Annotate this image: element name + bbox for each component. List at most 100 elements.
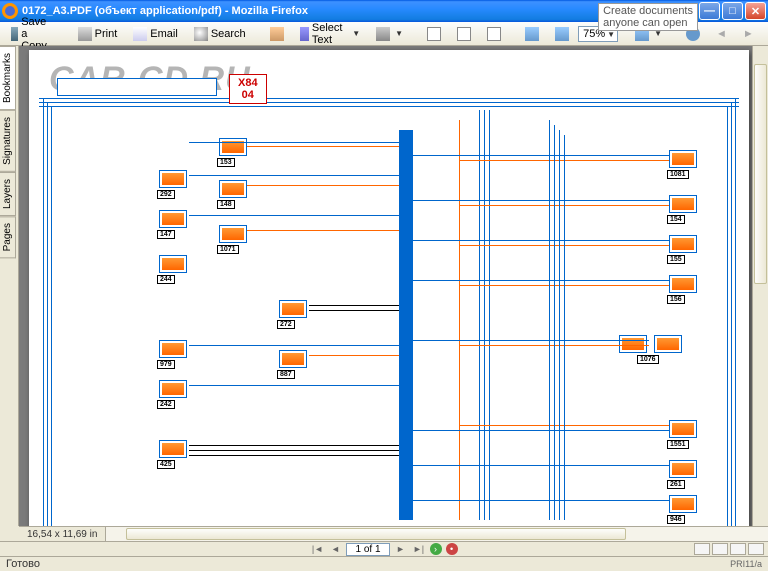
snapshot-button[interactable]: ▼: [369, 24, 410, 44]
schematic-title: X84 04: [229, 74, 267, 104]
hand-icon: [270, 27, 284, 41]
create-docs-hint[interactable]: Create documents anyone can open: [598, 3, 698, 31]
comp-label: 155: [667, 255, 685, 264]
firefox-icon: [2, 3, 18, 19]
comp-label: 979: [157, 360, 175, 369]
tab-signatures[interactable]: Signatures: [0, 110, 16, 172]
page-icon: [457, 27, 471, 41]
single-page-button[interactable]: [694, 543, 710, 555]
first-page-button[interactable]: |◄: [310, 543, 324, 555]
scrollbar-thumb[interactable]: [754, 64, 767, 284]
zoom-in-button[interactable]: [548, 24, 576, 44]
view-mode-buttons: [694, 543, 764, 555]
component: [159, 210, 187, 228]
hand-tool-button[interactable]: [263, 24, 291, 44]
page-view-3-button[interactable]: [480, 24, 508, 44]
wiring-schematic: X84 04 153 292 148 147 1071 244 272: [29, 50, 749, 526]
vertical-scrollbar[interactable]: [752, 46, 768, 526]
zoom-out-button[interactable]: [518, 24, 546, 44]
component: [219, 138, 247, 156]
pdf-viewer[interactable]: CAR-CD.RU X84 04: [19, 46, 768, 526]
search-icon: [194, 27, 208, 41]
go-button[interactable]: ›: [430, 543, 442, 555]
print-icon: [78, 27, 92, 41]
component: [669, 150, 697, 168]
comp-label: 292: [157, 190, 175, 199]
last-page-button[interactable]: ►|: [412, 543, 426, 555]
nav-right-button[interactable]: ►: [736, 25, 761, 43]
component: [669, 235, 697, 253]
text-select-icon: [300, 27, 309, 41]
prev-page-button[interactable]: ◄: [328, 543, 342, 555]
comp-label: 946: [667, 515, 685, 524]
close-button[interactable]: ✕: [745, 2, 766, 20]
snapshot-icon: [376, 27, 390, 41]
facing-button[interactable]: [730, 543, 746, 555]
side-tabs: Bookmarks Signatures Layers Pages: [0, 46, 19, 526]
pdf-page: CAR-CD.RU X84 04: [29, 50, 749, 526]
save-icon: [11, 27, 18, 41]
comp-label: 425: [157, 460, 175, 469]
component: [159, 440, 187, 458]
comp-label: 156: [667, 295, 685, 304]
maximize-button[interactable]: □: [722, 2, 743, 20]
continuous-facing-button[interactable]: [748, 543, 764, 555]
component: [159, 255, 187, 273]
comp-label: 1081: [667, 170, 689, 179]
window-titlebar: 0172_A3.PDF (объект application/pdf) - M…: [0, 0, 768, 22]
horizontal-scroll-area: 16,54 x 11,69 in: [19, 526, 768, 541]
component: [159, 170, 187, 188]
tab-bookmarks[interactable]: Bookmarks: [0, 46, 16, 110]
print-button[interactable]: Print: [71, 24, 125, 44]
status-right: PRI11/a: [730, 559, 762, 569]
page-dimensions: 16,54 x 11,69 in: [19, 527, 106, 541]
tab-pages[interactable]: Pages: [0, 216, 16, 258]
stop-button[interactable]: •: [446, 543, 458, 555]
page-indicator[interactable]: 1 of 1: [346, 543, 389, 556]
zoom-out-icon: [525, 27, 539, 41]
scrollbar-thumb[interactable]: [126, 528, 626, 540]
component: [159, 340, 187, 358]
component: [219, 225, 247, 243]
comp-label: 261: [667, 480, 685, 489]
comp-label: 1071: [217, 245, 239, 254]
comp-label: 1551: [667, 440, 689, 449]
tab-layers[interactable]: Layers: [0, 172, 16, 216]
horizontal-scrollbar[interactable]: [106, 527, 768, 542]
component: [669, 420, 697, 438]
component: [669, 495, 697, 513]
component: [669, 275, 697, 293]
nav-left-button[interactable]: ◄: [709, 25, 734, 43]
status-bar: Готово PRI11/a: [0, 556, 768, 571]
zoom-in-icon: [555, 27, 569, 41]
comp-label: 154: [667, 215, 685, 224]
search-button[interactable]: Search: [187, 24, 253, 44]
component: [279, 350, 307, 368]
next-page-button[interactable]: ►: [394, 543, 408, 555]
component: [669, 460, 697, 478]
page-view-1-button[interactable]: [420, 24, 448, 44]
ebook-button[interactable]: [763, 24, 768, 44]
component: [279, 300, 307, 318]
comp-label: 242: [157, 400, 175, 409]
comp-label: 887: [277, 370, 295, 379]
component: [669, 195, 697, 213]
comp-label: 1076: [637, 355, 659, 364]
comp-label: 147: [157, 230, 175, 239]
email-button[interactable]: Email: [126, 24, 185, 44]
email-icon: [133, 27, 147, 41]
continuous-button[interactable]: [712, 543, 728, 555]
status-text: Готово: [6, 558, 40, 570]
comp-label: 272: [277, 320, 295, 329]
component: [159, 380, 187, 398]
select-text-button[interactable]: Select Text▼: [293, 19, 368, 49]
comp-label: 244: [157, 275, 175, 284]
comp-label: 153: [217, 158, 235, 167]
page-view-2-button[interactable]: [450, 24, 478, 44]
component: [219, 180, 247, 198]
page-nav-bar: |◄ ◄ 1 of 1 ► ►| › •: [0, 541, 768, 556]
page-icon: [487, 27, 501, 41]
minimize-button[interactable]: —: [699, 2, 720, 20]
component: [619, 335, 647, 353]
comp-label: 148: [217, 200, 235, 209]
